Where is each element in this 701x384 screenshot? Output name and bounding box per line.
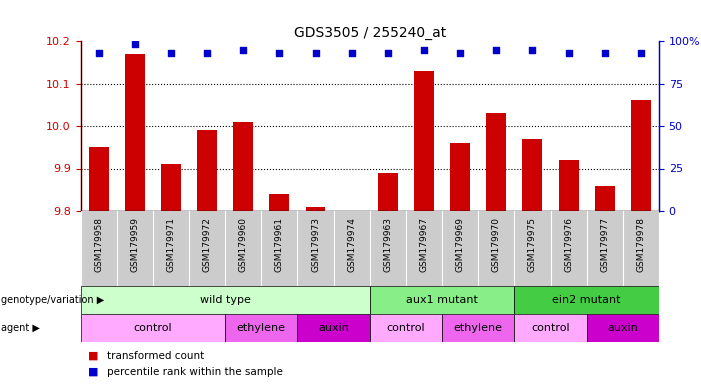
Bar xyxy=(594,185,615,211)
Text: auxin: auxin xyxy=(318,323,349,333)
Text: GSM179970: GSM179970 xyxy=(492,217,501,272)
Text: agent ▶: agent ▶ xyxy=(1,323,40,333)
Bar xyxy=(306,207,325,211)
Text: ethylene: ethylene xyxy=(454,323,503,333)
Bar xyxy=(522,139,543,211)
Bar xyxy=(450,143,470,211)
Bar xyxy=(515,314,587,342)
Bar xyxy=(369,286,515,314)
Text: GSM179969: GSM179969 xyxy=(456,217,465,272)
Text: GSM179973: GSM179973 xyxy=(311,217,320,272)
Text: GSM179967: GSM179967 xyxy=(419,217,428,272)
Text: control: control xyxy=(531,323,570,333)
Text: control: control xyxy=(387,323,426,333)
Point xyxy=(491,46,502,53)
Text: GSM179974: GSM179974 xyxy=(347,217,356,272)
Text: percentile rank within the sample: percentile rank within the sample xyxy=(107,367,283,377)
Point xyxy=(274,50,285,56)
Text: GSM179976: GSM179976 xyxy=(564,217,573,272)
Text: GSM179975: GSM179975 xyxy=(528,217,537,272)
Bar xyxy=(89,147,109,211)
Bar xyxy=(559,160,578,211)
Bar xyxy=(269,194,290,211)
Point xyxy=(418,46,430,53)
Text: GSM179961: GSM179961 xyxy=(275,217,284,272)
Text: ethylene: ethylene xyxy=(237,323,286,333)
Bar xyxy=(81,314,225,342)
Bar xyxy=(631,101,651,211)
Text: ■: ■ xyxy=(88,367,102,377)
Text: ein2 mutant: ein2 mutant xyxy=(552,295,621,305)
Text: wild type: wild type xyxy=(200,295,251,305)
Bar xyxy=(414,71,434,211)
Text: GSM179978: GSM179978 xyxy=(637,217,646,272)
Text: GSM179963: GSM179963 xyxy=(383,217,393,272)
Point xyxy=(201,50,212,56)
Point xyxy=(563,50,574,56)
Text: ■: ■ xyxy=(88,351,102,361)
Point xyxy=(93,50,104,56)
Text: GSM179959: GSM179959 xyxy=(130,217,139,272)
Text: GSM179972: GSM179972 xyxy=(203,217,212,272)
Bar xyxy=(161,164,181,211)
Point xyxy=(238,46,249,53)
Text: transformed count: transformed count xyxy=(107,351,205,361)
Bar xyxy=(442,314,515,342)
Bar xyxy=(81,286,370,314)
Bar xyxy=(369,314,442,342)
Text: GSM179958: GSM179958 xyxy=(94,217,103,272)
Bar xyxy=(378,173,397,211)
Point xyxy=(310,50,321,56)
Bar xyxy=(515,286,659,314)
Text: genotype/variation ▶: genotype/variation ▶ xyxy=(1,295,104,305)
Bar xyxy=(587,314,659,342)
Bar xyxy=(225,314,297,342)
Text: aux1 mutant: aux1 mutant xyxy=(406,295,478,305)
Point xyxy=(599,50,611,56)
Text: GSM179971: GSM179971 xyxy=(166,217,175,272)
Text: control: control xyxy=(134,323,172,333)
Bar xyxy=(486,113,506,211)
Point xyxy=(382,50,393,56)
Bar xyxy=(197,130,217,211)
Title: GDS3505 / 255240_at: GDS3505 / 255240_at xyxy=(294,26,446,40)
Text: auxin: auxin xyxy=(607,323,638,333)
Text: GSM179977: GSM179977 xyxy=(600,217,609,272)
Point xyxy=(346,50,358,56)
Point xyxy=(165,50,177,56)
Bar xyxy=(233,122,253,211)
Bar xyxy=(342,210,362,211)
Point xyxy=(635,50,646,56)
Point xyxy=(454,50,465,56)
Point xyxy=(129,41,140,48)
Bar xyxy=(297,314,369,342)
Text: GSM179960: GSM179960 xyxy=(239,217,247,272)
Point xyxy=(527,46,538,53)
Bar xyxy=(125,54,145,211)
